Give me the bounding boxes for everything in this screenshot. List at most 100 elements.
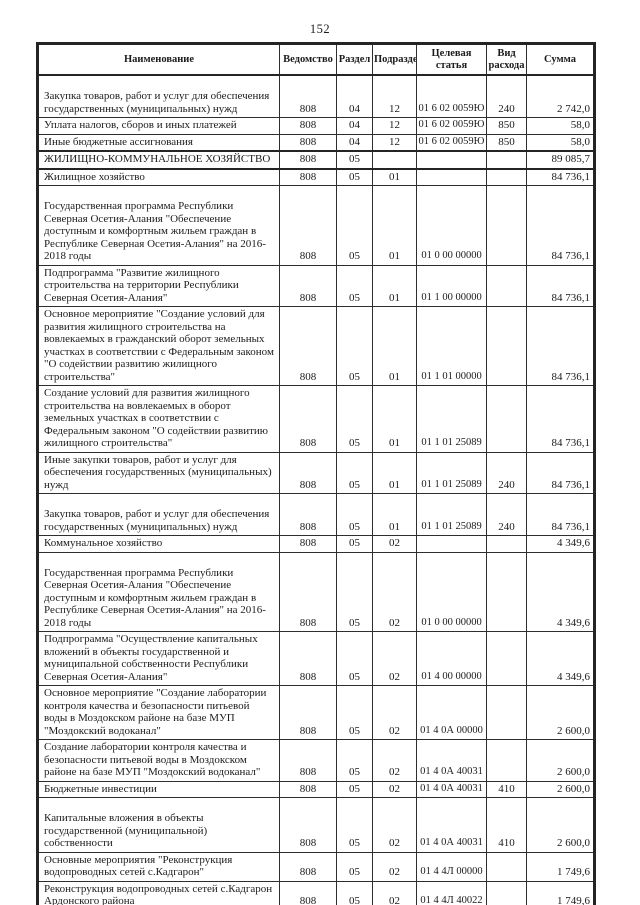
table-row: Уплата налогов, сборов и иных платежей 80… (37, 117, 595, 135)
table-row: Государственная программа Республики Сев… (37, 185, 595, 266)
cell-name: Основное мероприятие "Создание лаборатор… (37, 685, 280, 740)
cell-vedomstvo: 808 (279, 117, 337, 135)
cell-vedomstvo: 808 (279, 264, 337, 307)
cell-razdel: 04 (336, 133, 373, 152)
cell-target: 01 1 01 25089 (416, 493, 487, 536)
cell-razdel: 05 (336, 168, 373, 186)
cell-vedomstvo: 808 (279, 133, 337, 152)
cell-target: 01 1 01 25089 (416, 385, 487, 453)
cell-podrazdel: 02 (372, 685, 417, 740)
col-header-razdel: Раздел (336, 43, 373, 76)
cell-summa: 2 742,0 (526, 74, 595, 118)
cell-podrazdel: 02 (372, 880, 417, 905)
cell-summa: 1 749,6 (526, 880, 595, 905)
cell-name: Создание условий для развития жилищного … (37, 385, 280, 453)
cell-vid: 850 (486, 133, 527, 152)
cell-podrazdel: 02 (372, 551, 417, 632)
cell-vedomstvo: 808 (279, 451, 337, 494)
table-row: Капитальные вложения в объекты государст… (37, 797, 595, 853)
cell-vedomstvo: 808 (279, 185, 337, 266)
cell-vedomstvo: 808 (279, 780, 337, 798)
cell-name: Подпрограмма "Развитие жилищного строите… (37, 264, 280, 307)
cell-name: Государственная программа Республики Сев… (37, 185, 280, 266)
table-row: Закупка товаров, работ и услуг для обесп… (37, 74, 595, 118)
col-header-naimenovanie: Наименование (37, 43, 280, 76)
cell-podrazdel: 02 (372, 780, 417, 798)
cell-vid (486, 168, 527, 186)
cell-target: 01 4 4Л 00000 (416, 851, 487, 882)
cell-razdel: 05 (336, 451, 373, 494)
cell-vedomstvo: 808 (279, 150, 337, 170)
budget-table: Наименование Ведомство Раздел Подраздел … (36, 42, 596, 905)
table-row: Государственная программа Республики Сев… (37, 551, 595, 632)
cell-vid (486, 150, 527, 170)
cell-vid (486, 685, 527, 740)
cell-target: 01 4 4Л 40022 (416, 880, 487, 905)
cell-vedomstvo: 808 (279, 797, 337, 853)
cell-razdel: 05 (336, 264, 373, 307)
table-row: Бюджетные инвестиции 808 05 02 01 4 0А 40031… (37, 780, 595, 798)
cell-podrazdel: 02 (372, 535, 417, 553)
cell-target: 01 6 02 0059Ю (416, 133, 487, 152)
cell-name: Бюджетные инвестиции (37, 780, 280, 798)
table-row: Жилищное хозяйство 808 05 01 84 736,1 (37, 168, 595, 186)
cell-name: Жилищное хозяйство (37, 168, 280, 186)
cell-razdel: 05 (336, 739, 373, 782)
cell-vid: 240 (486, 451, 527, 494)
cell-vid: 240 (486, 493, 527, 536)
cell-podrazdel: 12 (372, 74, 417, 118)
cell-name: Закупка товаров, работ и услуг для обесп… (37, 493, 280, 536)
cell-podrazdel: 01 (372, 264, 417, 307)
col-header-celevaya-statya: Целевая статья (416, 43, 487, 76)
cell-summa: 84 736,1 (526, 306, 595, 386)
page-number: 152 (309, 22, 331, 36)
cell-razdel: 05 (336, 880, 373, 905)
table-row: Подпрограмма "Осуществление капитальных … (37, 631, 595, 686)
cell-podrazdel: 12 (372, 133, 417, 152)
cell-razdel: 04 (336, 74, 373, 118)
cell-podrazdel: 02 (372, 739, 417, 782)
cell-razdel: 05 (336, 535, 373, 553)
cell-vedomstvo: 808 (279, 74, 337, 118)
cell-summa: 84 736,1 (526, 264, 595, 307)
col-header-vid-rashoda: Вид расхода (486, 43, 527, 76)
table-row: Основное мероприятие "Создание условий д… (37, 306, 595, 386)
cell-razdel: 05 (336, 780, 373, 798)
cell-target: 01 4 0А 40031 (416, 739, 487, 782)
cell-razdel: 05 (336, 306, 373, 386)
table-row: Основное мероприятие "Создание лаборатор… (37, 685, 595, 740)
cell-target: 01 6 02 0059Ю (416, 117, 487, 135)
table-row: Иные бюджетные ассигнования 808 04 12 01 6 0… (37, 133, 595, 152)
col-header-podrazdel: Подраздел (372, 43, 417, 76)
cell-summa: 84 736,1 (526, 451, 595, 494)
cell-vid: 410 (486, 780, 527, 798)
cell-target: 01 0 00 00000 (416, 185, 487, 266)
cell-vedomstvo: 808 (279, 168, 337, 186)
cell-name: Иные бюджетные ассигнования (37, 133, 280, 152)
cell-vedomstvo: 808 (279, 851, 337, 882)
cell-target (416, 150, 487, 170)
cell-razdel: 05 (336, 631, 373, 686)
cell-vid (486, 880, 527, 905)
cell-podrazdel: 01 (372, 493, 417, 536)
cell-summa: 2 600,0 (526, 739, 595, 782)
cell-podrazdel: 02 (372, 631, 417, 686)
cell-summa: 2 600,0 (526, 797, 595, 853)
table-row: Иные закупки товаров, работ и услуг для … (37, 451, 595, 494)
cell-name: Капитальные вложения в объекты государст… (37, 797, 280, 853)
cell-summa: 2 600,0 (526, 780, 595, 798)
cell-summa: 58,0 (526, 117, 595, 135)
cell-vedomstvo: 808 (279, 385, 337, 453)
table-row: Создание лаборатории контроля качества и… (37, 739, 595, 782)
cell-name: Основное мероприятие "Создание условий д… (37, 306, 280, 386)
cell-vid (486, 551, 527, 632)
cell-name: Коммунальное хозяйство (37, 535, 280, 553)
cell-razdel: 05 (336, 851, 373, 882)
cell-vid (486, 264, 527, 307)
table-row: Закупка товаров, работ и услуг для обесп… (37, 493, 595, 536)
cell-target: 01 4 0А 40031 (416, 797, 487, 853)
cell-vid: 850 (486, 117, 527, 135)
cell-vid: 410 (486, 797, 527, 853)
cell-name: Реконструкция водопроводных сетей с.Кадг… (37, 880, 280, 905)
